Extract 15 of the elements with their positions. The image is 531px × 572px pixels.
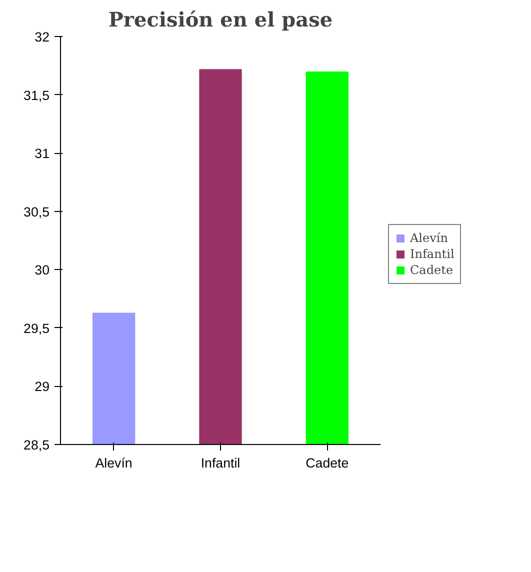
legend-label: Alevín — [410, 231, 448, 245]
y-tick-label: 30,5 — [24, 204, 50, 220]
y-tick-label: 29 — [34, 379, 50, 394]
legend-label: Cadete — [410, 263, 454, 277]
y-tick-label: 28,5 — [24, 438, 50, 452]
x-tick-label: Alevín — [95, 456, 132, 470]
chart-title: Precisión en el pase — [108, 8, 333, 32]
y-tick-label: 29,5 — [24, 320, 50, 336]
y-tick-label: 31 — [34, 146, 50, 162]
y-tick-label: 30 — [34, 262, 50, 278]
y-tick-label: 31,5 — [24, 88, 50, 103]
legend-label: Infantil — [410, 247, 454, 261]
y-tick-label: 32 — [34, 30, 50, 44]
x-tick-label: Cadete — [306, 456, 349, 470]
x-tick-label: Infantil — [200, 456, 240, 470]
